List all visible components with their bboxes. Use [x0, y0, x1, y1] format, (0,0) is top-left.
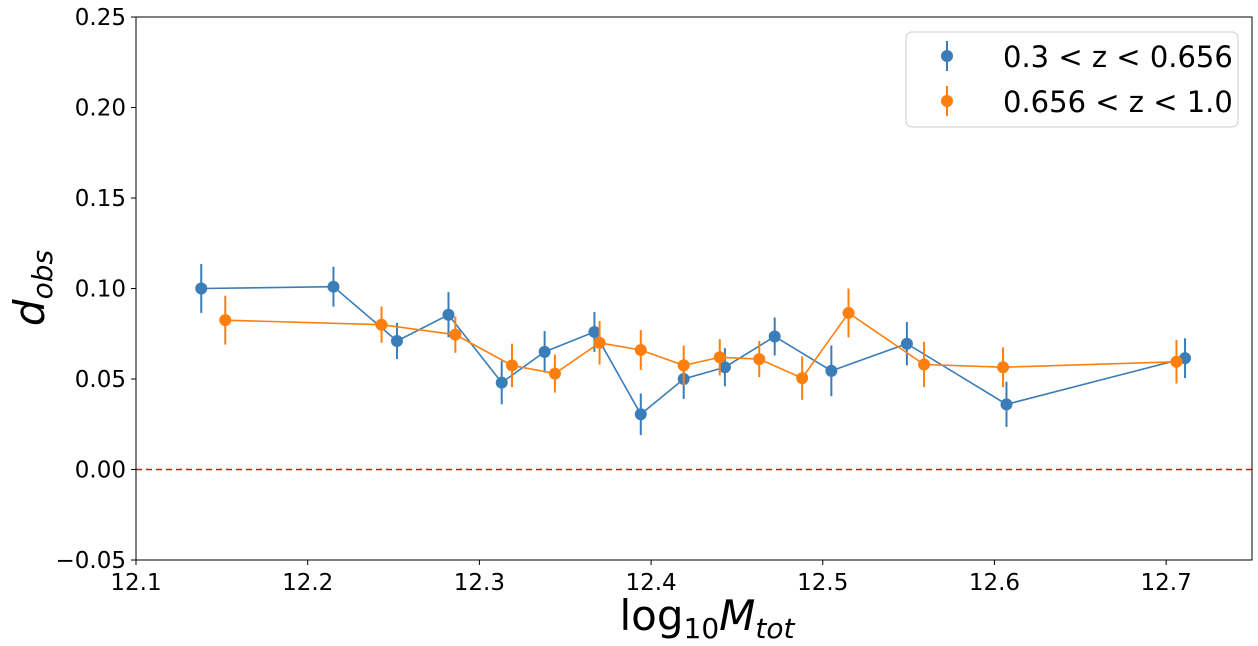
data-point — [1000, 398, 1013, 411]
data-point — [918, 358, 931, 371]
x-tick-label: 12.1 — [110, 570, 161, 596]
y-tick-label: 0.25 — [75, 5, 126, 31]
legend-marker-series-2 — [941, 95, 953, 107]
x-axis-label-main: log — [619, 591, 683, 640]
data-point — [713, 351, 726, 364]
x-tick-label: 12.6 — [969, 570, 1020, 596]
y-tick-label: 0.00 — [75, 458, 126, 484]
data-point — [796, 372, 809, 385]
x-tick-label: 12.4 — [625, 570, 676, 596]
x-tick-label: 12.2 — [282, 570, 333, 596]
data-point — [718, 361, 731, 374]
x-axis-label: log10Mtot — [619, 591, 795, 645]
data-point — [538, 345, 551, 358]
data-point — [634, 344, 647, 357]
y-tick-label: 0.05 — [75, 367, 126, 393]
data-point — [495, 376, 508, 389]
data-point — [753, 353, 766, 366]
legend-box — [905, 31, 1239, 128]
data-point — [506, 359, 519, 372]
x-tick-label: 12.7 — [1141, 570, 1192, 596]
y-tick-label: 0.15 — [75, 186, 126, 212]
series-layer — [195, 264, 1192, 436]
data-point — [634, 408, 647, 421]
legend: 0.3 < z < 0.656 0.656 < z < 1.0 — [905, 31, 1239, 128]
series-line — [225, 311, 1177, 380]
legend-label-series-2: 0.656 < z < 1.0 — [1003, 85, 1233, 119]
legend-item-series-2: 0.656 < z < 1.0 — [941, 85, 1233, 119]
data-point — [219, 314, 232, 327]
y-tick-label: −0.05 — [56, 548, 126, 574]
data-point — [327, 280, 340, 293]
legend-item-series-1: 0.3 < z < 0.656 — [941, 40, 1233, 74]
x-tick-label: 12.5 — [797, 570, 848, 596]
data-point — [1170, 355, 1183, 368]
y-tick-label: 0.20 — [75, 96, 126, 122]
data-point — [442, 308, 455, 321]
series-line — [201, 285, 1186, 416]
series-1 — [195, 264, 1192, 436]
data-point — [842, 306, 855, 319]
y-axis-label-sub: obs — [26, 250, 59, 300]
axis-ticks: 12.1 12.2 12.3 12.4 12.5 12.6 12.7 −0.05 0.00 0.0… — [56, 5, 1192, 596]
data-point — [195, 282, 208, 295]
series-2 — [219, 288, 1183, 400]
data-point — [900, 337, 913, 350]
y-axis-label-var: d — [5, 299, 54, 326]
data-point — [588, 325, 601, 338]
data-point — [548, 367, 561, 380]
x-tick-label: 12.3 — [454, 570, 505, 596]
data-point — [375, 318, 388, 331]
data-point — [677, 359, 690, 372]
x-axis-label-var-sub: tot — [755, 612, 795, 645]
x-axis-label-var: M — [719, 591, 755, 640]
data-point — [390, 334, 403, 347]
legend-marker-series-1 — [941, 50, 953, 62]
legend-label-series-1: 0.3 < z < 0.656 — [1003, 40, 1233, 74]
x-axis-label-sub: 10 — [684, 612, 720, 645]
data-point — [768, 330, 781, 343]
data-point — [593, 336, 606, 349]
data-point — [997, 361, 1010, 374]
data-point — [449, 328, 462, 341]
y-tick-label: 0.10 — [75, 277, 126, 303]
data-point — [825, 364, 838, 377]
y-axis-label: dobs — [5, 250, 59, 326]
